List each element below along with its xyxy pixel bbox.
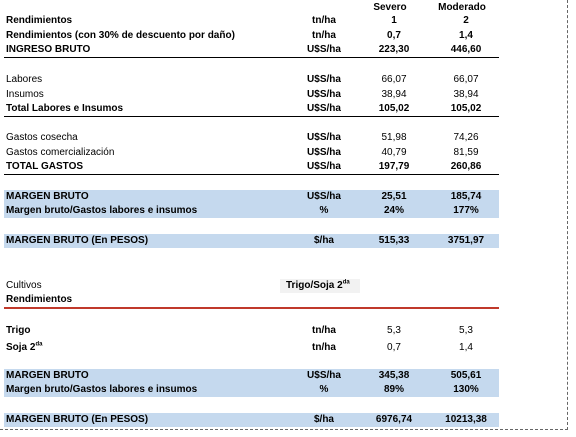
row-gastos-comercializacion: Gastos comercialización U$S/ha 40,79 81,… — [4, 146, 499, 160]
row-value-moderado: 505,61 — [450, 370, 482, 381]
row-value-moderado: 260,86 — [450, 161, 482, 172]
row-labores: Labores U$S/ha 66,07 66,07 — [4, 73, 499, 87]
row-soja: Soja 2da tn/ha 0,7 1,4 — [4, 341, 499, 355]
row-unit: U$S/ha — [307, 161, 341, 172]
row-label: MARGEN BRUTO — [6, 370, 89, 381]
row-value-moderado: 105,02 — [450, 103, 482, 114]
row-unit: U$S/ha — [307, 44, 341, 55]
row-label: MARGEN BRUTO (En PESOS) — [6, 414, 149, 425]
row-value-moderado: 38,94 — [453, 89, 479, 100]
row-value-severo: 89% — [383, 384, 404, 395]
row-label: MARGEN BRUTO — [6, 191, 89, 202]
row-unit: U$S/ha — [307, 132, 341, 143]
row-value-severo: 51,98 — [381, 132, 407, 143]
row-unit: $/ha — [313, 235, 334, 246]
row-label: Soja 2da — [6, 341, 42, 355]
row-unit: U$S/ha — [307, 103, 341, 114]
row-value-moderado: 1,4 — [459, 342, 473, 353]
row-cultivos: Cultivos Trigo/Soja 2da — [4, 279, 499, 293]
row-margen-bruto: MARGEN BRUTO U$S/ha 25,51 185,74 — [4, 190, 499, 204]
row-label: Gastos comercialización — [6, 147, 115, 158]
row-total-gastos: TOTAL GASTOS U$S/ha 197,79 260,86 — [4, 160, 499, 175]
row-value-severo: 223,30 — [378, 44, 410, 55]
row-value-moderado: 185,74 — [450, 191, 482, 202]
row-margen-pesos: MARGEN BRUTO (En PESOS) $/ha 515,33 3751… — [4, 234, 499, 248]
row-value-moderado: 446,60 — [450, 44, 482, 55]
row-value-severo: 24% — [383, 205, 404, 216]
row-unit: tn/ha — [312, 30, 336, 41]
row-unit: U$S/ha — [307, 89, 341, 100]
header-severo: Severo — [373, 2, 407, 13]
crops-label: Cultivos — [6, 280, 42, 291]
row-unit: U$S/ha — [307, 370, 341, 381]
row-value-severo: 0,7 — [387, 342, 401, 353]
row-value-moderado: 2 — [463, 15, 469, 26]
row-label: Labores — [6, 74, 43, 85]
row-margen-pesos-2: MARGEN BRUTO (En PESOS) $/ha 6976,74 102… — [4, 413, 499, 427]
row-unit: % — [319, 205, 329, 216]
row-unit: U$S/ha — [307, 191, 341, 202]
row-label: Trigo — [6, 325, 31, 336]
crop-value-sup: da — [342, 279, 350, 286]
soja-label-text: Soja 2 — [6, 342, 36, 353]
row-unit: % — [319, 384, 329, 395]
row-value-severo: 25,51 — [381, 191, 407, 202]
row-value-severo: 0,7 — [387, 30, 401, 41]
row-value-severo: 345,38 — [378, 370, 410, 381]
row-label: MARGEN BRUTO (En PESOS) — [6, 235, 149, 246]
row-value-severo: 66,07 — [381, 74, 407, 85]
row-label: Rendimientos (con 30% de descuento por d… — [6, 30, 235, 41]
row-trigo: Trigo tn/ha 5,3 5,3 — [4, 324, 499, 338]
row-rendimientos-descuento: Rendimientos (con 30% de descuento por d… — [4, 29, 499, 43]
row-gastos-cosecha: Gastos cosecha U$S/ha 51,98 74,26 — [4, 131, 499, 145]
row-value-severo: 105,02 — [378, 103, 410, 114]
row-margen-bruto-2: MARGEN BRUTO U$S/ha 345,38 505,61 — [4, 369, 499, 383]
row-value-moderado: 177% — [453, 205, 479, 216]
row-label: TOTAL GASTOS — [6, 161, 84, 172]
crop-cell-bg — [280, 279, 360, 293]
row-value-severo: 515,33 — [378, 235, 410, 246]
row-value-severo: 38,94 — [381, 89, 407, 100]
row-value-severo: 40,79 — [381, 147, 407, 158]
row-label: Insumos — [6, 89, 44, 100]
row-label: Gastos cosecha — [6, 132, 78, 143]
row-unit: $/ha — [313, 414, 334, 425]
soja-label-sup: da — [35, 341, 43, 348]
row-value-moderado: 66,07 — [453, 74, 479, 85]
row-rendimientos: Rendimientos tn/ha 1 2 — [4, 14, 499, 28]
row-value-severo: 197,79 — [378, 161, 410, 172]
header-moderado: Moderado — [438, 2, 486, 13]
row-label: INGRESO BRUTO — [6, 44, 91, 55]
row-value-moderado: 3751,97 — [447, 235, 485, 246]
row-total-labores: Total Labores e Insumos U$S/ha 105,02 10… — [4, 102, 499, 117]
row-label: Rendimientos — [6, 15, 73, 26]
crop-value-text: Trigo/Soja 2 — [286, 280, 343, 291]
row-value-moderado: 74,26 — [453, 132, 479, 143]
row-label: Rendimientos — [6, 294, 73, 305]
row-unit: U$S/ha — [307, 147, 341, 158]
row-value-severo: 1 — [391, 15, 397, 26]
row-ingreso-bruto: INGRESO BRUTO U$S/ha 223,30 446,60 — [4, 43, 499, 58]
row-value-severo: 5,3 — [387, 325, 401, 336]
row-label: Margen bruto/Gastos labores e insumos — [6, 205, 198, 216]
row-value-moderado: 81,59 — [453, 147, 479, 158]
row-margen-ratio: Margen bruto/Gastos labores e insumos % … — [4, 204, 499, 218]
row-value-moderado: 10213,38 — [445, 414, 487, 425]
row-value-moderado: 5,3 — [459, 325, 473, 336]
row-unit: tn/ha — [312, 325, 336, 336]
row-value-severo: 6976,74 — [375, 414, 413, 425]
row-rendimientos-2: Rendimientos — [4, 293, 499, 309]
row-value-moderado: 130% — [453, 384, 479, 395]
row-unit: tn/ha — [312, 342, 336, 353]
row-value-moderado: 1,4 — [459, 30, 473, 41]
row-unit: U$S/ha — [307, 74, 341, 85]
row-insumos: Insumos U$S/ha 38,94 38,94 — [4, 88, 499, 102]
row-unit: tn/ha — [312, 15, 336, 26]
row-margen-ratio-2: Margen bruto/Gastos labores e insumos % … — [4, 383, 499, 397]
crop-value: Trigo/Soja 2da — [286, 279, 350, 293]
sheet-frame — [0, 0, 568, 430]
row-label: Total Labores e Insumos — [6, 103, 124, 114]
row-label: Margen bruto/Gastos labores e insumos — [6, 384, 198, 395]
